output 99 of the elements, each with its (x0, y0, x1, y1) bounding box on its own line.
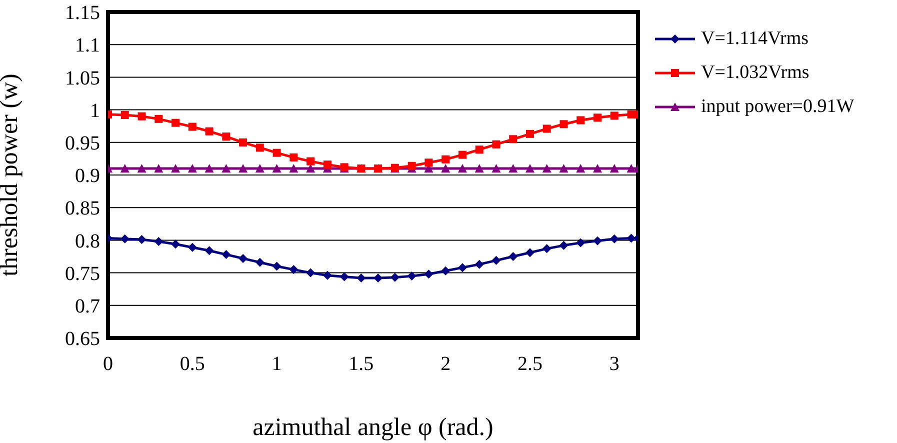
point (205, 127, 214, 136)
point (560, 120, 568, 128)
point (610, 112, 618, 120)
point (424, 270, 434, 279)
point (238, 164, 248, 172)
point (171, 164, 180, 172)
point (256, 144, 264, 152)
point (576, 238, 586, 248)
point (458, 150, 466, 159)
legend-label: input power=0.91W (701, 95, 854, 119)
point (508, 164, 518, 172)
point (407, 272, 416, 281)
y-tick-label: 0.85 (65, 198, 100, 220)
point (290, 153, 298, 162)
legend-label: V=1.032Vrms (701, 61, 810, 85)
x-tick-label: 2 (440, 353, 451, 376)
point (222, 164, 231, 172)
point (441, 266, 450, 276)
point (138, 112, 146, 120)
y-tick-label: 1.1 (75, 34, 100, 57)
point (593, 114, 602, 122)
legend-label: V=1.114Vrms (701, 27, 809, 51)
point (509, 135, 518, 144)
point (542, 244, 552, 254)
point (526, 130, 534, 138)
point (222, 132, 230, 141)
point (172, 118, 180, 127)
point (323, 160, 332, 169)
point (441, 164, 450, 172)
point (154, 237, 164, 246)
point (272, 148, 281, 157)
point (458, 263, 467, 272)
point (238, 254, 248, 263)
point (137, 164, 146, 172)
point (492, 164, 501, 172)
point (289, 265, 298, 274)
y-tick-label: 0.75 (65, 262, 100, 285)
point (289, 164, 298, 172)
y-tick-label: 1.15 (65, 2, 100, 24)
point (576, 116, 585, 124)
point (542, 124, 551, 133)
point (626, 164, 636, 172)
point (559, 164, 568, 172)
point (525, 164, 534, 172)
point (255, 258, 264, 267)
point (204, 164, 214, 172)
point (255, 164, 264, 172)
point (188, 122, 196, 131)
point (610, 234, 619, 244)
x-tick-label: 2.5 (517, 353, 542, 376)
point (306, 157, 315, 166)
y-tick-label: 0.7 (75, 296, 100, 318)
point (442, 155, 450, 164)
point (171, 240, 180, 249)
y-tick-label: 0.9 (75, 165, 100, 188)
y-tick-label: 0.95 (65, 132, 100, 154)
point (154, 114, 163, 123)
point (492, 140, 500, 148)
point (592, 236, 602, 246)
point (610, 164, 619, 172)
point (222, 250, 231, 260)
point (188, 242, 197, 252)
point (306, 268, 316, 278)
y-tick-label: 1 (90, 100, 100, 122)
point (559, 240, 568, 250)
x-tick-label: 1 (272, 353, 282, 376)
point (322, 270, 332, 280)
y-tick-label: 0.65 (65, 328, 100, 350)
point (154, 164, 164, 172)
point (474, 164, 484, 172)
x-tick-label: 0.5 (180, 353, 205, 376)
point (137, 235, 146, 244)
point (508, 252, 518, 261)
point (424, 158, 433, 167)
point (408, 162, 416, 170)
point (576, 164, 586, 172)
point (525, 248, 534, 258)
point (356, 274, 366, 283)
point (475, 146, 484, 154)
point (340, 272, 349, 282)
point (272, 262, 282, 271)
point (492, 256, 501, 265)
point (272, 164, 282, 172)
point (120, 164, 130, 172)
point (188, 164, 197, 172)
x-axis-title: azimuthal angle φ (rad.) (252, 414, 494, 441)
point (458, 164, 467, 172)
x-tick-label: 1.5 (348, 353, 374, 376)
point (390, 272, 400, 282)
point (204, 246, 214, 256)
x-tick-label: 0 (103, 353, 113, 376)
point (120, 111, 129, 120)
y-tick-label: 0.8 (75, 230, 100, 252)
point (239, 138, 248, 146)
y-tick-label: 1.05 (65, 67, 100, 90)
x-tick-label: 3 (609, 353, 620, 376)
point (542, 164, 552, 172)
point (592, 164, 602, 172)
point (474, 260, 484, 269)
